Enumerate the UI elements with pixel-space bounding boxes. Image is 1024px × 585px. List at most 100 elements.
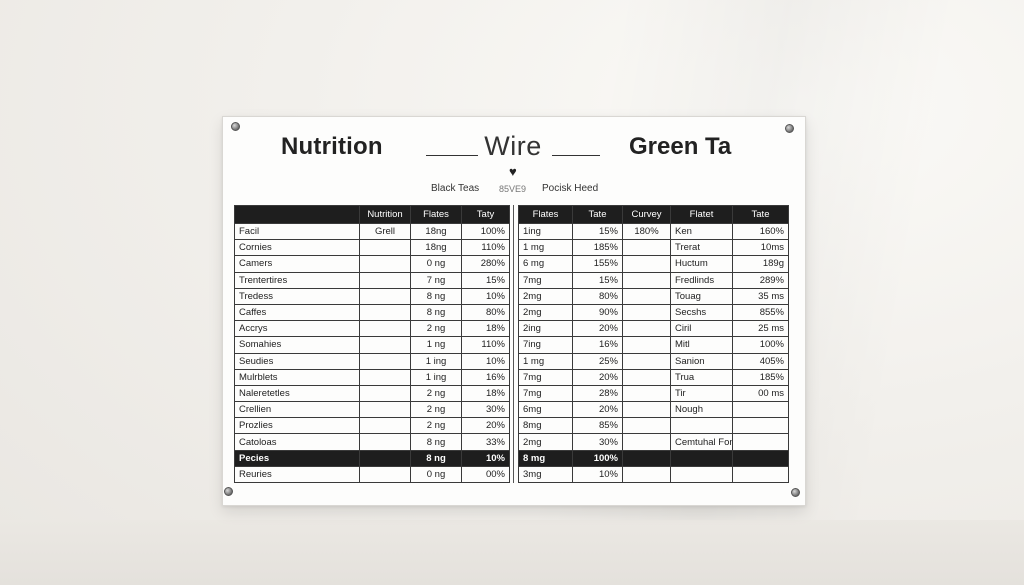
table-row: 1 mg 185% Trerat 10ms: [518, 239, 789, 257]
table-cell: 1 ng: [410, 336, 462, 354]
table-cell: [622, 449, 671, 467]
table-row: Catoloas 8 ng 33%: [234, 433, 510, 451]
table-row: Reuries 0 ng 00%: [234, 465, 510, 484]
table-cell: Touag: [670, 287, 733, 305]
table-cell: [622, 465, 671, 484]
board-title-center-text: Wire: [484, 131, 542, 161]
table-cell: 28%: [572, 384, 623, 403]
screw-icon: [791, 488, 800, 497]
table-row: 7mg 28% Tir 00 ms: [518, 384, 789, 403]
table-cell: 180%: [622, 222, 671, 241]
table-cell: 18%: [461, 320, 510, 338]
board-title-center: Wire: [426, 131, 600, 162]
table-cell: 110%: [461, 239, 510, 257]
floor-surface: [0, 520, 1024, 585]
table-cell: [622, 255, 671, 273]
table-cell: Accrys: [234, 320, 360, 338]
table-cell: Sanion: [670, 352, 733, 370]
table-cell: 1 ing: [410, 368, 462, 386]
table-cell: [622, 433, 671, 451]
table-cell: 6 mg: [518, 255, 573, 273]
table-cell: [622, 303, 671, 322]
table-cell: Tir: [670, 384, 733, 403]
table-cell: Naleretetles: [234, 384, 360, 403]
screw-icon: [785, 124, 794, 133]
table-cell: 85%: [572, 417, 623, 435]
table-cell: 7mg: [518, 384, 573, 403]
table-cell: [670, 449, 733, 467]
table-cell: 35 ms: [732, 287, 789, 305]
table-cell: 25 ms: [732, 320, 789, 338]
table-cell: 00 ms: [732, 384, 789, 403]
subtitle-left: Black Teas: [431, 183, 480, 194]
table-cell: 405%: [732, 352, 789, 370]
table-cell: Trua: [670, 368, 733, 386]
table-cell: 2 ng: [410, 320, 462, 338]
table-cell: [359, 239, 411, 257]
table-cell: [359, 320, 411, 338]
table-cell: Catoloas: [234, 433, 360, 451]
subtitle-code: 85VE9: [499, 184, 527, 194]
screw-icon: [231, 122, 240, 131]
table-cell: [732, 449, 789, 467]
column-header: Flatet: [670, 205, 733, 224]
table-cell: 1 mg: [518, 352, 573, 370]
table-cell: 20%: [572, 320, 623, 338]
table-row: Facil Grell 18ng 100%: [234, 222, 510, 241]
table-row: 1ing 15% 180% Ken 160%: [518, 222, 789, 241]
nutrition-board: Nutrition Wire Green Ta ♥ Black Teas 85V…: [222, 116, 806, 506]
table-row: Camers 0 ng 280%: [234, 255, 510, 273]
table-cell: Reuries: [234, 465, 360, 484]
table-cell: 100%: [732, 336, 789, 354]
table-cell: Grell: [359, 222, 411, 241]
table-cell: 15%: [461, 271, 510, 289]
table-cell: 33%: [461, 433, 510, 451]
column-header: Taty: [461, 205, 510, 224]
table-cell: Somahies: [234, 336, 360, 354]
table-cell: 20%: [572, 401, 623, 419]
table-cell: [622, 320, 671, 338]
table-cell: [359, 384, 411, 403]
table-cell: Camers: [234, 255, 360, 273]
table-cell: [359, 417, 411, 435]
table-cell: 10%: [461, 287, 510, 305]
table-cell: [359, 352, 411, 370]
table-row: 7mg 15% Fredlinds 289%: [518, 271, 789, 289]
table-cell: Ken: [670, 222, 733, 241]
screw-icon: [224, 487, 233, 496]
table-cell: [622, 352, 671, 370]
table-cell: Pecies: [234, 449, 360, 467]
table-row: Mulrblets 1 ing 16%: [234, 368, 510, 386]
table-cell: 10%: [572, 465, 623, 484]
table-cell: 20%: [572, 368, 623, 386]
table-cell: [732, 417, 789, 435]
table-row: 6 mg 155% Huctum 189g: [518, 255, 789, 273]
table-cell: [359, 401, 411, 419]
table-row: Cornies 18ng 110%: [234, 239, 510, 257]
table-cell: 160%: [732, 222, 789, 241]
table-cell: [359, 449, 411, 467]
title-rule-right: [552, 155, 600, 156]
table-row: Tredess 8 ng 10%: [234, 287, 510, 305]
table-cell: Crellien: [234, 401, 360, 419]
table-cell: [359, 271, 411, 289]
column-header: Curvey: [622, 205, 671, 224]
table-cell: [359, 303, 411, 322]
table-cell: 100%: [572, 449, 623, 467]
table-cell: 8 ng: [410, 449, 462, 467]
table-cell: Prozlies: [234, 417, 360, 435]
table-cell: 00%: [461, 465, 510, 484]
table-cell: 2mg: [518, 303, 573, 322]
table-cell: [359, 433, 411, 451]
column-header: Tate: [732, 205, 789, 224]
table-header-row: Flates Tate Curvey Flatet Tate: [518, 205, 789, 224]
column-header: Flates: [518, 205, 573, 224]
table-cell: [670, 417, 733, 435]
table-cell: Huctum: [670, 255, 733, 273]
table-cell: 189g: [732, 255, 789, 273]
table-cell: 90%: [572, 303, 623, 322]
table-cell: [359, 336, 411, 354]
table-cell: 18ng: [410, 222, 462, 241]
heart-icon: ♥: [509, 164, 517, 179]
